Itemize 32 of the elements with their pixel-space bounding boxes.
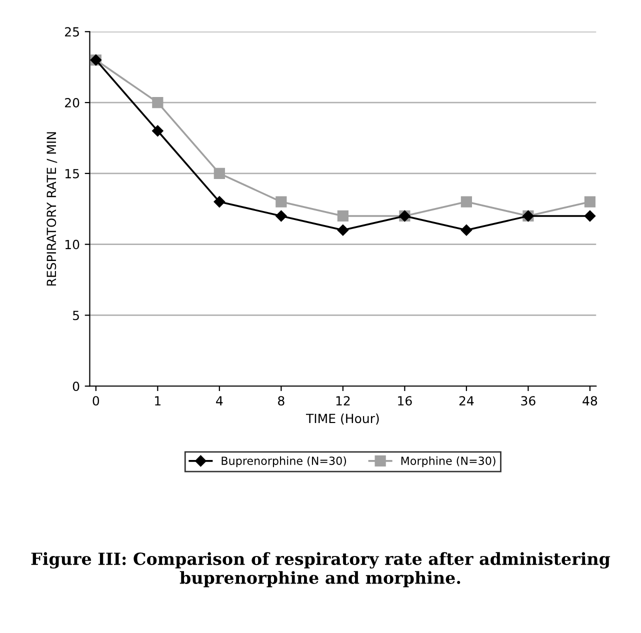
point (337, 224, 349, 236)
x-tick-label: 0 (92, 396, 100, 406)
legend-label: Morphine (N=30) (401, 456, 496, 468)
y-tick-label: 20 (65, 98, 80, 108)
point (152, 96, 164, 108)
legend-label: Buprenorphine (N=30) (222, 456, 346, 468)
x-tick-label: 1 (155, 396, 160, 406)
point (276, 196, 287, 208)
point (584, 196, 596, 208)
y-tick-label: 25 (65, 27, 79, 37)
y-tick-label: 5 (73, 310, 79, 320)
point (460, 224, 472, 236)
y-tick-label: 15 (65, 169, 79, 178)
y-axis-title: RESPIRATORY RATE / MIN (46, 132, 58, 286)
y-tick-label: 10 (65, 240, 80, 250)
x-tick-label: 36 (521, 396, 536, 406)
x-tick-label: 16 (398, 396, 412, 406)
point (584, 210, 596, 222)
point (214, 196, 226, 208)
x-tick-label: 4 (216, 396, 223, 406)
text: Figure III: Comparison of respiratory rate after administering buprenorphine and morphine. (31, 552, 610, 588)
x-tick-label: 24 (459, 396, 474, 406)
y-tick-label: 0 (72, 382, 80, 392)
x-tick-label: 48 (582, 396, 598, 406)
point (460, 196, 472, 208)
point (152, 125, 164, 137)
point (276, 210, 287, 222)
point (214, 168, 225, 179)
x-tick-label: 12 (336, 396, 350, 406)
x-tick-label: 8 (278, 396, 284, 406)
x-axis-title: TIME (Hour) (306, 414, 379, 425)
point (337, 210, 348, 222)
